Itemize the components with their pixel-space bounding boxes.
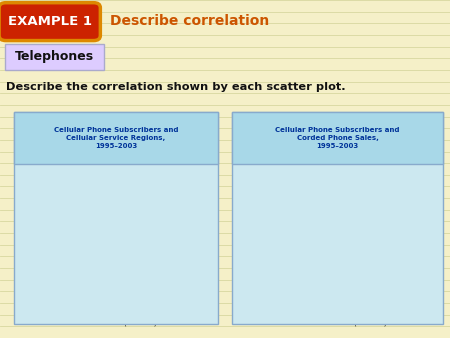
Point [114, 244, 122, 249]
Point [74, 285, 81, 290]
X-axis label: Subscribers (millions): Subscribers (millions) [311, 319, 387, 325]
Text: Telephones: Telephones [14, 50, 94, 63]
Text: Describe the correlation shown by each scatter plot.: Describe the correlation shown by each s… [6, 82, 346, 92]
Text: Describe correlation: Describe correlation [110, 14, 270, 28]
Point [157, 206, 164, 211]
Point [303, 188, 310, 194]
Point [344, 210, 351, 216]
Point [376, 241, 383, 246]
Text: y: y [45, 166, 49, 175]
Point [400, 283, 407, 288]
Y-axis label: Corded phone sales
(millions of dollars): Corded phone sales (millions of dollars) [249, 210, 262, 276]
Text: x: x [194, 310, 198, 319]
Text: y: y [274, 166, 279, 175]
Point [170, 186, 177, 191]
X-axis label: Subscribers (millions): Subscribers (millions) [81, 319, 157, 325]
Point [387, 276, 394, 282]
Text: EXAMPLE 1: EXAMPLE 1 [8, 15, 91, 28]
Point [331, 203, 338, 209]
Point [132, 226, 140, 232]
Text: Cellular Phone Subscribers and
Cellular Service Regions,
1995–2003: Cellular Phone Subscribers and Cellular … [54, 127, 178, 149]
Point [362, 220, 369, 226]
Point [311, 188, 319, 194]
Point [147, 212, 154, 217]
Point [101, 261, 108, 266]
Text: Cellular Phone Subscribers and
Corded Phone Sales,
1995–2003: Cellular Phone Subscribers and Corded Ph… [275, 127, 400, 149]
Y-axis label: Cellular service regions
(thousands): Cellular service regions (thousands) [19, 204, 33, 283]
Text: x: x [423, 310, 428, 319]
Point [82, 279, 89, 285]
